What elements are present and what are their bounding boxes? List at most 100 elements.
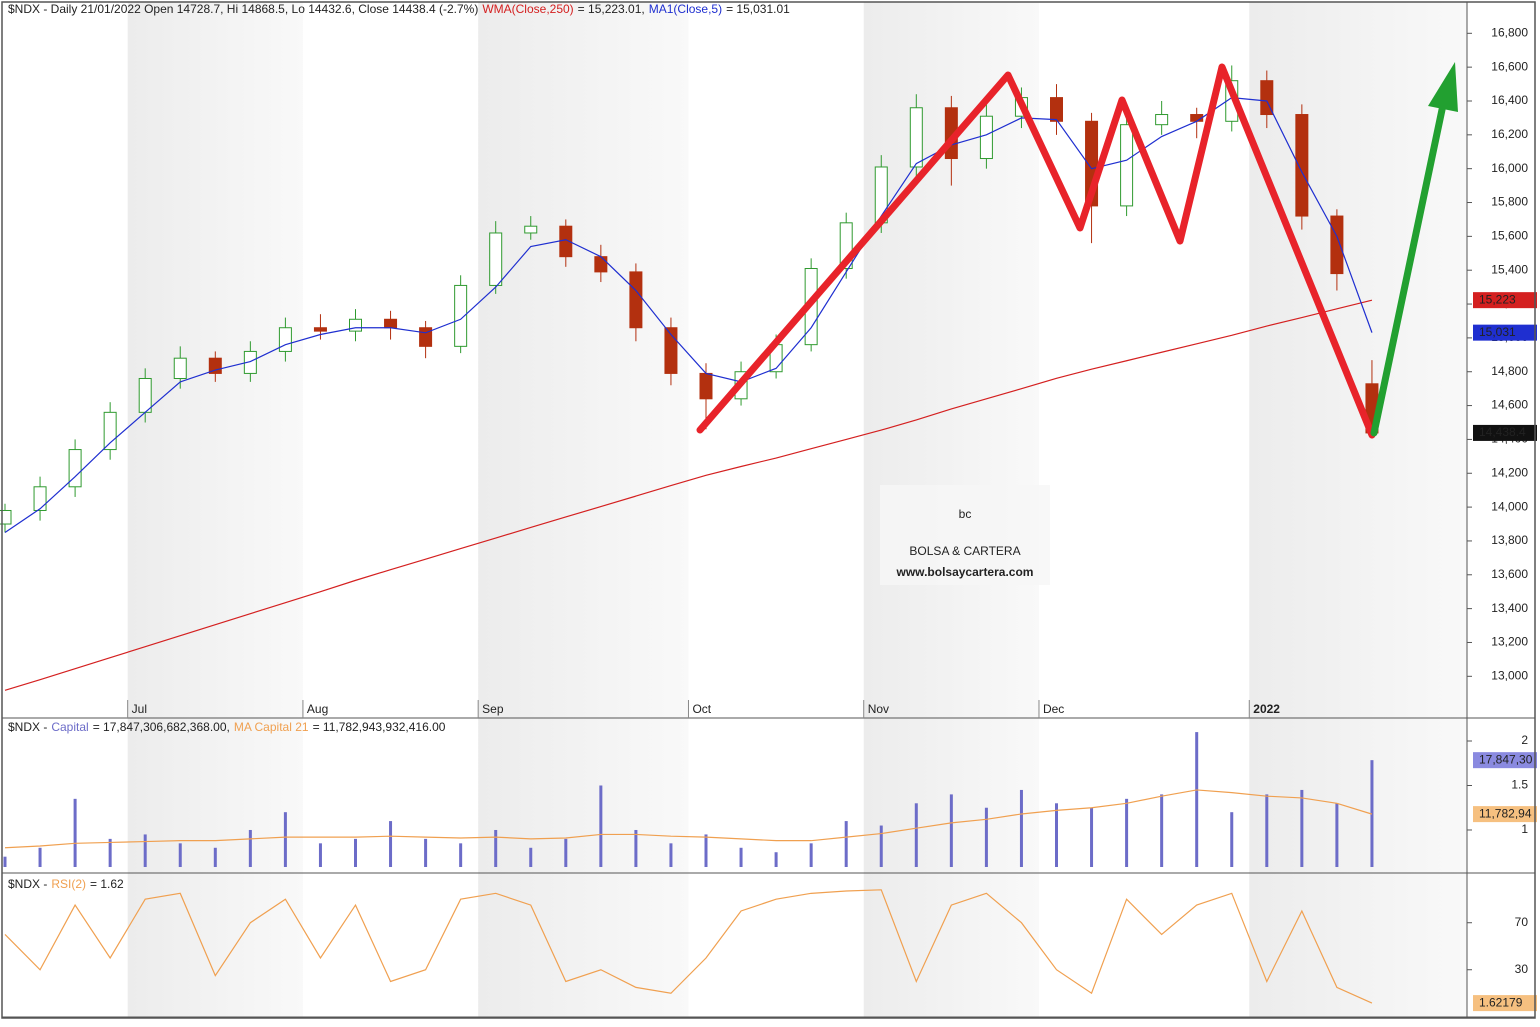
- legend-value: = 11,782,943,932,416.00: [313, 720, 446, 734]
- volume-bar: [38, 847, 42, 867]
- volume-bar: [774, 852, 778, 867]
- forecast-arrow: [1370, 101, 1447, 437]
- value-badge-label: 11,782,94: [1479, 806, 1532, 820]
- candle-body: [1295, 114, 1309, 217]
- y-tick-label: 15,400: [1491, 262, 1528, 276]
- y-tick-label: 16,000: [1491, 161, 1528, 175]
- y-tick-label: 13,400: [1491, 601, 1528, 615]
- y-tick-label: 16,400: [1491, 93, 1528, 107]
- legend-name: Capital: [51, 720, 88, 734]
- volume-bar: [704, 834, 708, 867]
- value-badge-label: 15,223: [1479, 292, 1516, 306]
- y-tick-label: 14,600: [1491, 398, 1528, 412]
- x-tick-label: Sep: [482, 702, 504, 716]
- volume-bar: [108, 838, 112, 867]
- candle-body: [1120, 124, 1134, 207]
- arrow-head: [1428, 62, 1458, 112]
- y-tick-label: 13,800: [1491, 533, 1528, 547]
- candle-body: [594, 256, 608, 273]
- volume-bar: [354, 838, 357, 867]
- header-title: $NDX - Daily 21/01/2022 Open 14728.7, Hi…: [8, 2, 478, 16]
- y-tick-label: 13,000: [1491, 668, 1528, 682]
- legend-name: MA Capital 21: [234, 720, 309, 734]
- volume-bar: [634, 829, 638, 867]
- legend-name: MA1(Close,5): [649, 2, 722, 16]
- volume-bar: [494, 829, 498, 867]
- watermark-logo: bc: [959, 507, 972, 521]
- volume-bar: [599, 785, 603, 867]
- x-tick-label: Dec: [1043, 702, 1064, 716]
- x-tick-label: 2022: [1253, 702, 1280, 716]
- x-tick-label: Aug: [307, 702, 328, 716]
- y-tick-label: 14,200: [1491, 465, 1528, 479]
- volume-bar: [283, 812, 287, 867]
- volume-bar: [1335, 803, 1339, 867]
- volume-bar: [879, 825, 883, 867]
- volume-bar: [3, 856, 7, 867]
- candle-body: [33, 486, 47, 511]
- volume-bar: [424, 838, 428, 867]
- legend-name: RSI(2): [51, 877, 86, 891]
- volume-bar: [669, 843, 673, 867]
- y-tick-label: 13,600: [1491, 567, 1528, 581]
- volume-bar: [984, 807, 988, 867]
- value-badge-label: 14,438.4: [1479, 425, 1526, 439]
- legend-value: = 1.62: [90, 877, 124, 891]
- y-tick-label: 15,800: [1491, 195, 1528, 209]
- volume-bar: [809, 843, 813, 867]
- volume-bar: [389, 821, 393, 867]
- y-tick-label: 14,000: [1491, 499, 1528, 513]
- legend-value: = 17,847,306,682,368.00,: [93, 720, 230, 734]
- volume-bar: [529, 847, 533, 867]
- value-badge: [1473, 995, 1537, 1012]
- candle-body: [664, 327, 678, 374]
- watermark-url: www.bolsaycartera.com: [896, 565, 1034, 579]
- volume-bar: [1300, 789, 1304, 867]
- candle-body: [349, 318, 362, 332]
- series-line: [4, 789, 1373, 849]
- value-badge: [1473, 752, 1537, 769]
- candle-body: [629, 271, 643, 329]
- candle-body: [103, 411, 117, 451]
- volume-bar: [1230, 812, 1234, 867]
- value-badge-label: 17,847,30: [1479, 752, 1533, 766]
- y-tick-label: 15,600: [1491, 229, 1528, 243]
- candle-body: [454, 284, 468, 347]
- candle-body: [1050, 97, 1063, 122]
- candle-body: [1155, 114, 1169, 126]
- month-band: [478, 2, 689, 1017]
- candle-body: [278, 327, 292, 352]
- panel-header: $NDX - Capital = 17,847,306,682,368.00, MA …: [8, 720, 446, 734]
- volume-bar: [949, 794, 953, 867]
- volume-bar: [914, 803, 918, 867]
- candle-body: [489, 232, 503, 286]
- volume-bar: [1265, 794, 1269, 867]
- value-badge: [1473, 324, 1537, 341]
- volume-bar: [248, 829, 252, 867]
- y-tick-label: 13,200: [1491, 635, 1528, 649]
- header-title: $NDX -: [8, 720, 47, 734]
- panel-header: $NDX - Daily 21/01/2022 Open 14728.7, Hi…: [8, 2, 790, 16]
- value-badge-label: 1.62179: [1479, 995, 1523, 1009]
- candle-body: [68, 449, 82, 488]
- legend-value: = 15,223.01,: [578, 2, 645, 16]
- candle-body: [313, 327, 327, 332]
- candle-body: [909, 107, 923, 168]
- candle-body: [0, 509, 12, 525]
- watermark-box: [880, 485, 1050, 585]
- candle-body: [699, 372, 713, 400]
- volume-bar: [73, 798, 77, 867]
- x-tick-label: Nov: [868, 702, 889, 716]
- volume-bar: [564, 838, 568, 867]
- y-tick-label: 2: [1521, 733, 1528, 747]
- pattern-line: [696, 63, 1376, 439]
- series-line: [4, 889, 1373, 1004]
- value-badge-label: 15,031: [1479, 325, 1516, 339]
- y-tick-label: 1.5: [1511, 778, 1528, 792]
- y-tick-label: 70: [1515, 915, 1529, 929]
- volume-bar: [143, 834, 147, 867]
- candle-body: [419, 327, 433, 347]
- y-tick-label: 30: [1515, 962, 1529, 976]
